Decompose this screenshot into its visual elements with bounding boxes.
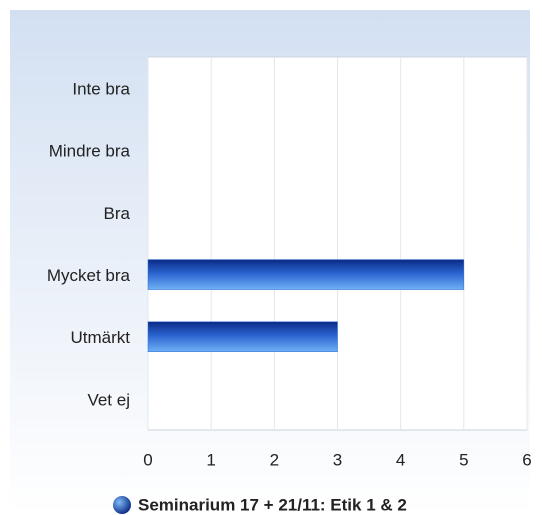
y-tick-label: Utmärkt [71,328,131,347]
y-tick-label: Vet ej [87,390,130,409]
x-tick-label: 5 [459,450,468,469]
x-tick-label: 1 [206,450,215,469]
legend-label: Seminarium 17 + 21/11: Etik 1 & 2 [138,495,407,514]
x-tick-label: 2 [270,450,279,469]
y-tick-label: Mindre bra [49,142,131,161]
y-tick-label: Mycket bra [47,266,131,285]
bar [147,321,338,352]
x-tick-label: 4 [396,450,405,469]
x-tick-label: 3 [333,450,342,469]
x-tick-label: 0 [143,450,152,469]
y-tick-label: Bra [104,204,131,223]
bar [147,259,465,290]
x-tick-label: 6 [522,450,531,469]
y-tick-label: Inte bra [72,80,130,99]
legend-marker [113,496,131,514]
